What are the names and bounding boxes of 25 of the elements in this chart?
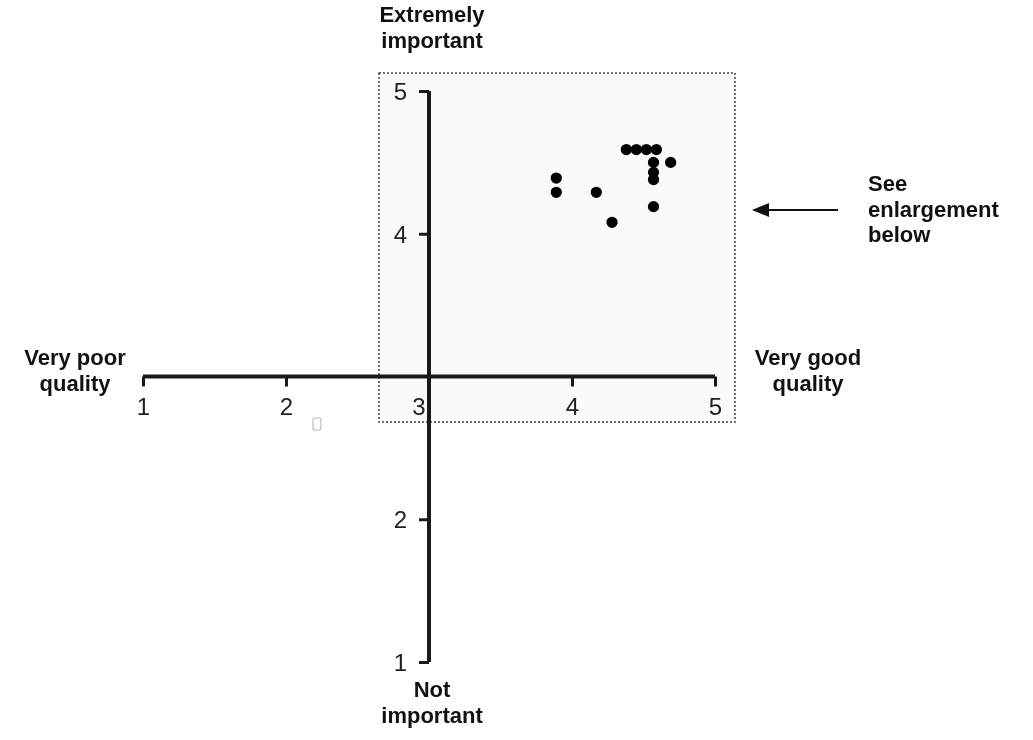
x-tick-label: 4: [565, 392, 580, 420]
point: [550, 172, 562, 184]
text: Extremely important: [379, 2, 486, 53]
point: [650, 143, 663, 156]
x-tick-label: 3: [412, 392, 426, 420]
point: [550, 186, 562, 198]
point: [630, 143, 642, 156]
text: See enlargement below: [868, 171, 1000, 247]
x-tick-label: 5: [708, 392, 723, 420]
y-tick-label: 2: [393, 506, 407, 534]
point: [647, 201, 660, 213]
point: [665, 156, 677, 169]
y-tick-label: 1: [393, 648, 407, 676]
text: Very good quality: [754, 345, 862, 396]
x-tick-label: 1: [136, 392, 151, 420]
point: [590, 186, 602, 198]
y-tick-label: 4: [393, 220, 407, 248]
point: [620, 143, 632, 156]
point: [647, 156, 660, 169]
text: Very poor quality: [24, 345, 127, 396]
point: [640, 143, 652, 156]
text: Not important: [381, 677, 484, 728]
point: [606, 216, 618, 228]
x-tick-label: 2: [279, 392, 294, 420]
y-tick-label: 5: [393, 77, 407, 105]
